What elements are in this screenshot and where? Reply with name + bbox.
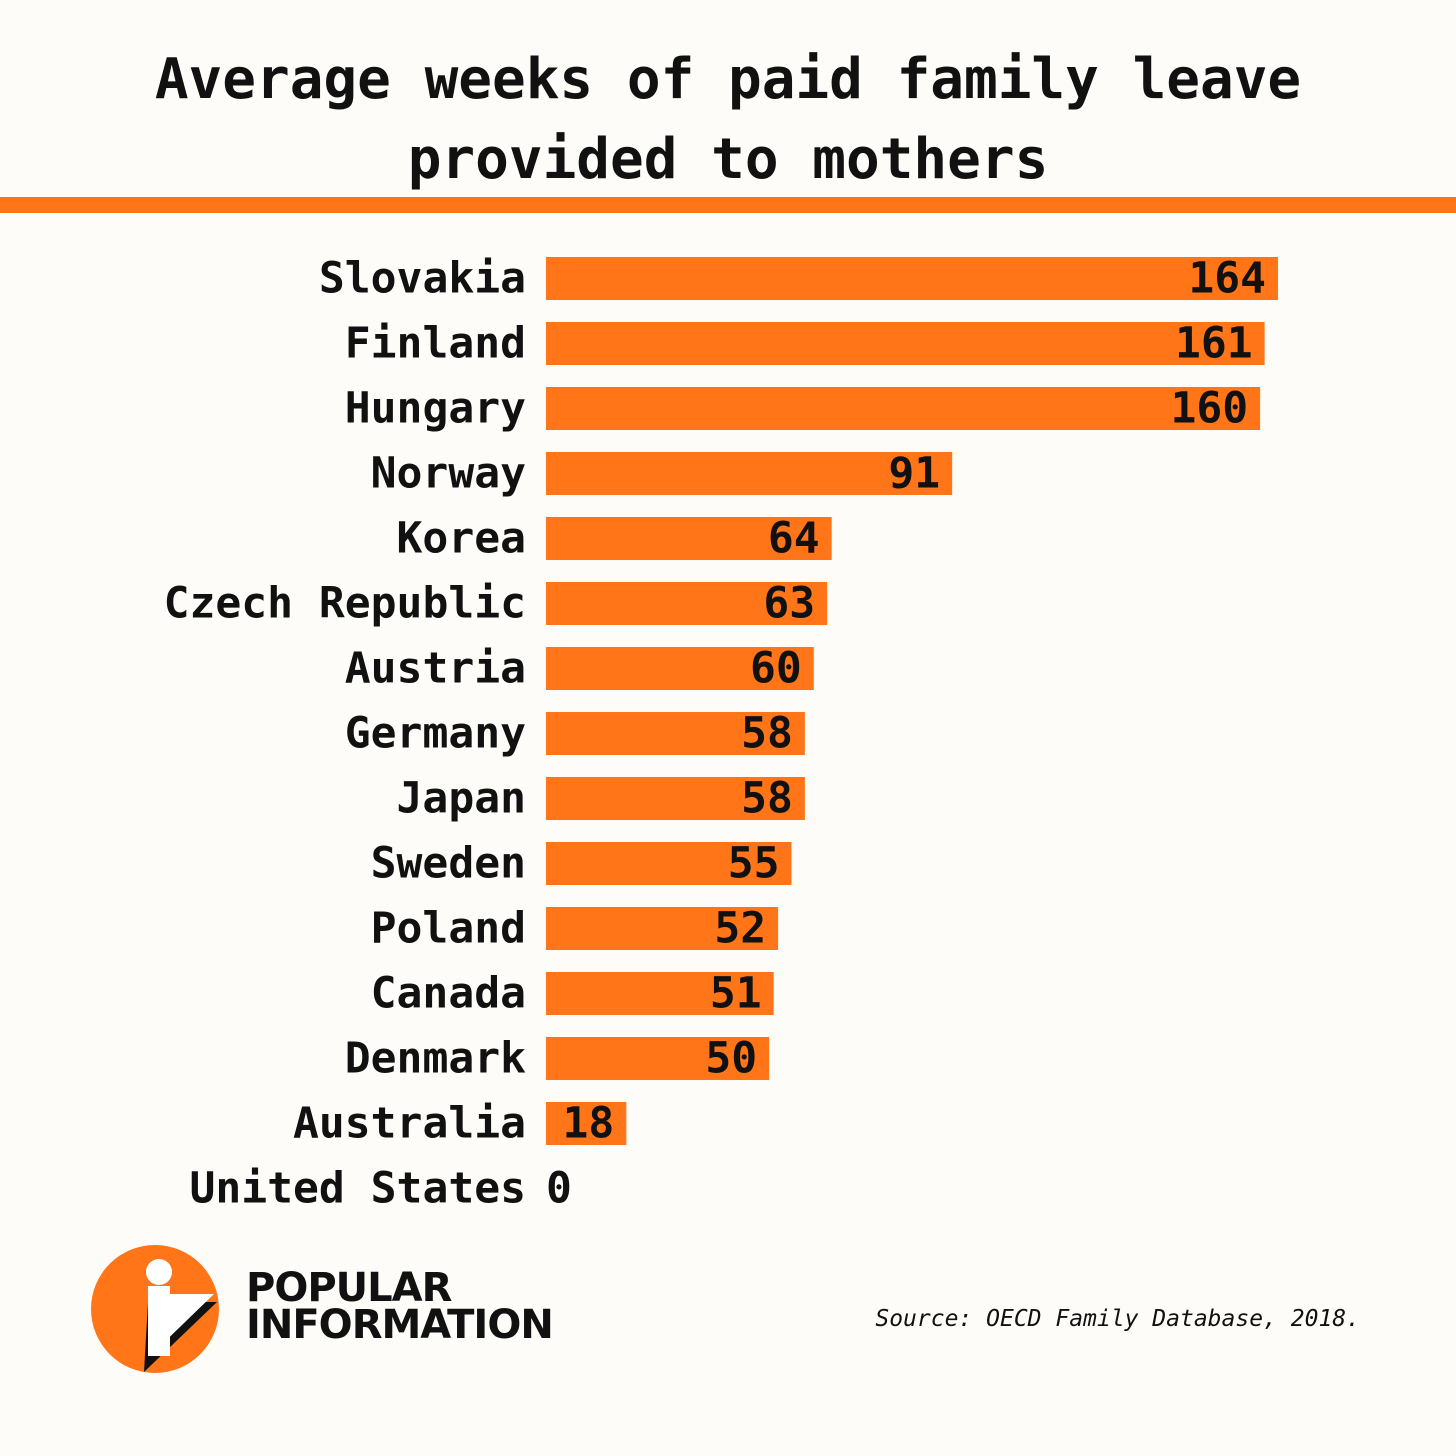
bar-korea <box>546 517 832 560</box>
category-label-denmark: Denmark <box>345 1034 526 1084</box>
bar-sweden <box>546 842 792 885</box>
category-label-finland: Finland <box>345 319 526 369</box>
category-label-poland: Poland <box>371 904 526 954</box>
chart-title-line-1: Average weeks of paid family leave <box>154 47 1302 112</box>
category-label-czech-republic: Czech Republic <box>164 579 526 629</box>
bar-poland <box>546 907 779 950</box>
chart-title: Average weeks of paid family leave provi… <box>0 40 1456 200</box>
category-label-austria: Austria <box>345 644 526 694</box>
bar-denmark <box>546 1037 770 1080</box>
category-label-germany: Germany <box>345 709 526 759</box>
category-label-australia: Australia <box>293 1099 526 1149</box>
bar-slovakia <box>546 257 1278 300</box>
category-label-hungary: Hungary <box>345 384 526 434</box>
popular-information-logo-icon <box>91 1245 219 1373</box>
value-label-czech-republic: 63 <box>763 579 815 629</box>
value-label-slovakia: 164 <box>1188 254 1266 304</box>
brand-line-2: INFORMATION <box>246 1302 554 1348</box>
value-label-korea: 64 <box>768 514 820 564</box>
value-label-hungary: 160 <box>1170 384 1248 434</box>
category-label-norway: Norway <box>371 449 526 499</box>
bar-germany <box>546 712 805 755</box>
bar-hungary <box>546 387 1261 430</box>
chart-title-line-2: provided to mothers <box>407 127 1049 192</box>
bar-czech-republic <box>546 582 828 625</box>
brand-line-1: POPULAR <box>246 1265 452 1311</box>
category-label-sweden: Sweden <box>371 839 526 889</box>
value-label-norway: 91 <box>888 449 940 499</box>
category-label-canada: Canada <box>371 969 526 1019</box>
value-label-poland: 52 <box>714 904 766 954</box>
value-label-sweden: 55 <box>728 839 780 889</box>
category-label-united-states: United States <box>189 1164 526 1214</box>
bar-australia <box>546 1102 627 1145</box>
value-label-denmark: 50 <box>705 1034 757 1084</box>
value-label-united-states: 0 <box>546 1164 572 1214</box>
bar-austria <box>546 647 814 690</box>
bar-japan <box>546 777 805 820</box>
value-label-japan: 58 <box>741 774 793 824</box>
value-label-australia: 18 <box>563 1099 615 1149</box>
bar-canada <box>546 972 774 1015</box>
category-label-slovakia: Slovakia <box>319 254 526 304</box>
bar-norway <box>546 452 953 495</box>
brand-wordmark: POPULAR INFORMATION <box>246 1265 554 1348</box>
value-label-canada: 51 <box>710 969 762 1019</box>
source-note: Source: OECD Family Database, 2018. <box>875 1306 1360 1332</box>
category-label-korea: Korea <box>397 514 526 564</box>
value-label-finland: 161 <box>1175 319 1253 369</box>
bar-finland <box>546 322 1265 365</box>
category-label-japan: Japan <box>397 774 526 824</box>
title-divider <box>0 197 1456 213</box>
value-label-austria: 60 <box>750 644 802 694</box>
value-label-germany: 58 <box>741 709 793 759</box>
